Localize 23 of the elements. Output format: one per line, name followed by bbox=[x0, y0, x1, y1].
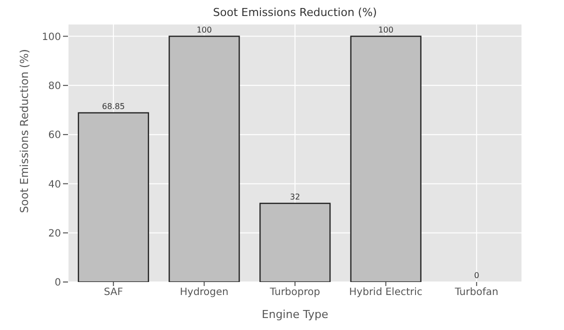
x-tick-label: SAF bbox=[104, 287, 124, 298]
bar bbox=[350, 36, 422, 282]
y-tick-label: 20 bbox=[48, 228, 61, 240]
x-tick-label: Hydrogen bbox=[180, 287, 229, 298]
chart-title: Soot Emissions Reduction (%) bbox=[212, 6, 378, 19]
data-label: 68.85 bbox=[102, 102, 125, 111]
bar bbox=[168, 36, 240, 282]
y-axis-title: Soot Emissions Reduction (%) bbox=[18, 49, 31, 213]
y-tick-label: 80 bbox=[48, 80, 61, 92]
x-axis-title: Engine Type bbox=[262, 308, 328, 321]
y-tick-label: 100 bbox=[42, 32, 61, 43]
y-tick-label: 60 bbox=[48, 130, 61, 142]
x-tick-label: Turboprop bbox=[268, 287, 320, 298]
x-tick-label: Turbofan bbox=[454, 287, 498, 298]
x-tick-label: Hybrid Electric bbox=[349, 287, 422, 298]
y-tick-label: 40 bbox=[48, 179, 61, 190]
bar bbox=[259, 202, 331, 282]
data-label: 100 bbox=[378, 25, 394, 34]
data-label: 100 bbox=[196, 25, 212, 34]
data-label: 0 bbox=[474, 271, 480, 280]
bar bbox=[78, 112, 150, 282]
data-label: 32 bbox=[290, 192, 300, 202]
y-tick-label: 0 bbox=[54, 278, 61, 289]
